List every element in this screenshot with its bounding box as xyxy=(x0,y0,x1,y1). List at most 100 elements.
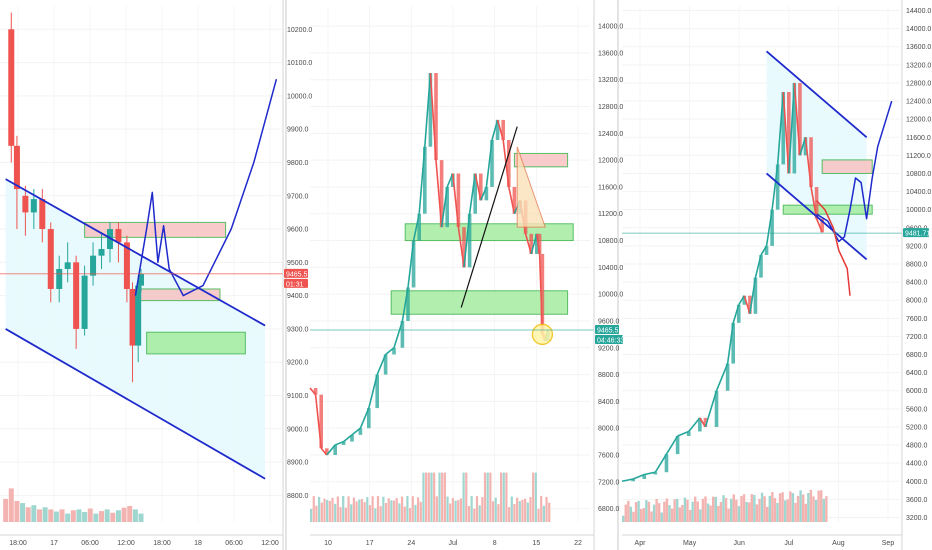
candle[interactable] xyxy=(313,387,318,395)
candle[interactable] xyxy=(781,92,786,165)
candle[interactable] xyxy=(664,454,669,473)
candle[interactable] xyxy=(333,444,337,455)
candle[interactable] xyxy=(759,254,763,278)
candle[interactable] xyxy=(81,275,88,329)
channel-upper-line[interactable] xyxy=(5,178,266,327)
candle[interactable] xyxy=(535,233,539,254)
candle[interactable] xyxy=(8,29,15,146)
candle[interactable] xyxy=(653,472,658,475)
candle[interactable] xyxy=(479,173,483,201)
candle[interactable] xyxy=(736,304,741,323)
candle[interactable] xyxy=(742,295,747,305)
candle[interactable] xyxy=(319,394,323,449)
projection-path-red[interactable] xyxy=(816,200,851,296)
candle[interactable] xyxy=(417,213,421,241)
candle[interactable] xyxy=(350,434,354,442)
candle[interactable] xyxy=(64,262,71,269)
candle[interactable] xyxy=(484,186,489,201)
candle[interactable] xyxy=(90,255,97,276)
candle[interactable] xyxy=(138,273,144,286)
candle[interactable] xyxy=(501,119,505,141)
candle[interactable] xyxy=(490,140,494,187)
zone-green[interactable] xyxy=(404,223,574,242)
candle[interactable] xyxy=(428,73,433,147)
candle[interactable] xyxy=(731,322,735,364)
volume-bar xyxy=(465,472,468,522)
channel-lower-line[interactable] xyxy=(5,328,266,480)
candle[interactable] xyxy=(467,213,472,268)
highlight-circle[interactable] xyxy=(531,323,554,346)
trendline[interactable] xyxy=(460,126,518,308)
candle[interactable] xyxy=(30,199,37,213)
candle[interactable] xyxy=(22,195,29,213)
candle[interactable] xyxy=(445,186,449,228)
candle[interactable] xyxy=(406,287,410,321)
zone-green[interactable] xyxy=(782,204,873,215)
candle[interactable] xyxy=(400,320,405,348)
candle[interactable] xyxy=(764,245,769,255)
candle[interactable] xyxy=(529,233,533,254)
candle[interactable] xyxy=(383,354,388,375)
candle[interactable] xyxy=(325,448,329,455)
candle[interactable] xyxy=(358,428,363,435)
candle[interactable] xyxy=(495,119,500,141)
candle[interactable] xyxy=(803,137,808,156)
triangle-pattern[interactable] xyxy=(516,146,546,228)
candle[interactable] xyxy=(73,262,80,329)
candle[interactable] xyxy=(367,408,371,429)
candle[interactable] xyxy=(792,82,797,174)
candle[interactable] xyxy=(631,479,635,482)
candle[interactable] xyxy=(809,137,813,188)
candle[interactable] xyxy=(13,145,20,190)
candle[interactable] xyxy=(462,227,466,268)
candle[interactable] xyxy=(814,187,819,219)
zone-red[interactable] xyxy=(821,159,873,174)
zone-green[interactable] xyxy=(146,331,246,355)
candle[interactable] xyxy=(537,233,542,254)
candle[interactable] xyxy=(439,160,444,228)
candle[interactable] xyxy=(56,268,63,289)
candle[interactable] xyxy=(456,173,461,228)
candle[interactable] xyxy=(686,431,691,436)
candle[interactable] xyxy=(39,199,46,230)
candle[interactable] xyxy=(47,229,54,289)
volume-bar xyxy=(518,501,521,522)
channel-lower-line[interactable] xyxy=(765,172,868,261)
candle[interactable] xyxy=(512,186,517,214)
candle[interactable] xyxy=(115,229,122,243)
candle[interactable] xyxy=(703,417,708,427)
candle[interactable] xyxy=(135,285,142,346)
candle[interactable] xyxy=(375,374,379,409)
candle[interactable] xyxy=(473,173,477,214)
projection-path[interactable] xyxy=(134,79,278,297)
candle[interactable] xyxy=(392,347,396,355)
candle[interactable] xyxy=(714,390,719,427)
zone-green[interactable] xyxy=(390,290,569,315)
candle[interactable] xyxy=(423,146,427,214)
volume-bar xyxy=(451,498,455,522)
candle[interactable] xyxy=(341,441,346,445)
candle[interactable] xyxy=(123,242,130,289)
candle[interactable] xyxy=(820,218,824,233)
candle[interactable] xyxy=(775,164,780,210)
candle[interactable] xyxy=(675,436,680,455)
candle[interactable] xyxy=(753,277,758,314)
candle[interactable] xyxy=(798,82,802,156)
y-tick-label: 14000.0 xyxy=(598,24,623,31)
candle[interactable] xyxy=(725,363,730,391)
candle[interactable] xyxy=(98,249,105,256)
candle[interactable] xyxy=(434,73,438,161)
candle[interactable] xyxy=(411,240,416,288)
zone-red[interactable] xyxy=(137,288,221,302)
candle[interactable] xyxy=(642,474,647,479)
candle[interactable] xyxy=(129,288,136,346)
channel-upper-line[interactable] xyxy=(765,50,868,138)
candle[interactable] xyxy=(698,417,702,432)
candle[interactable] xyxy=(748,295,752,314)
candle[interactable] xyxy=(787,92,791,174)
candle[interactable] xyxy=(540,253,545,335)
candle[interactable] xyxy=(770,209,774,246)
candle[interactable] xyxy=(507,140,511,187)
zone-red[interactable] xyxy=(513,152,569,168)
